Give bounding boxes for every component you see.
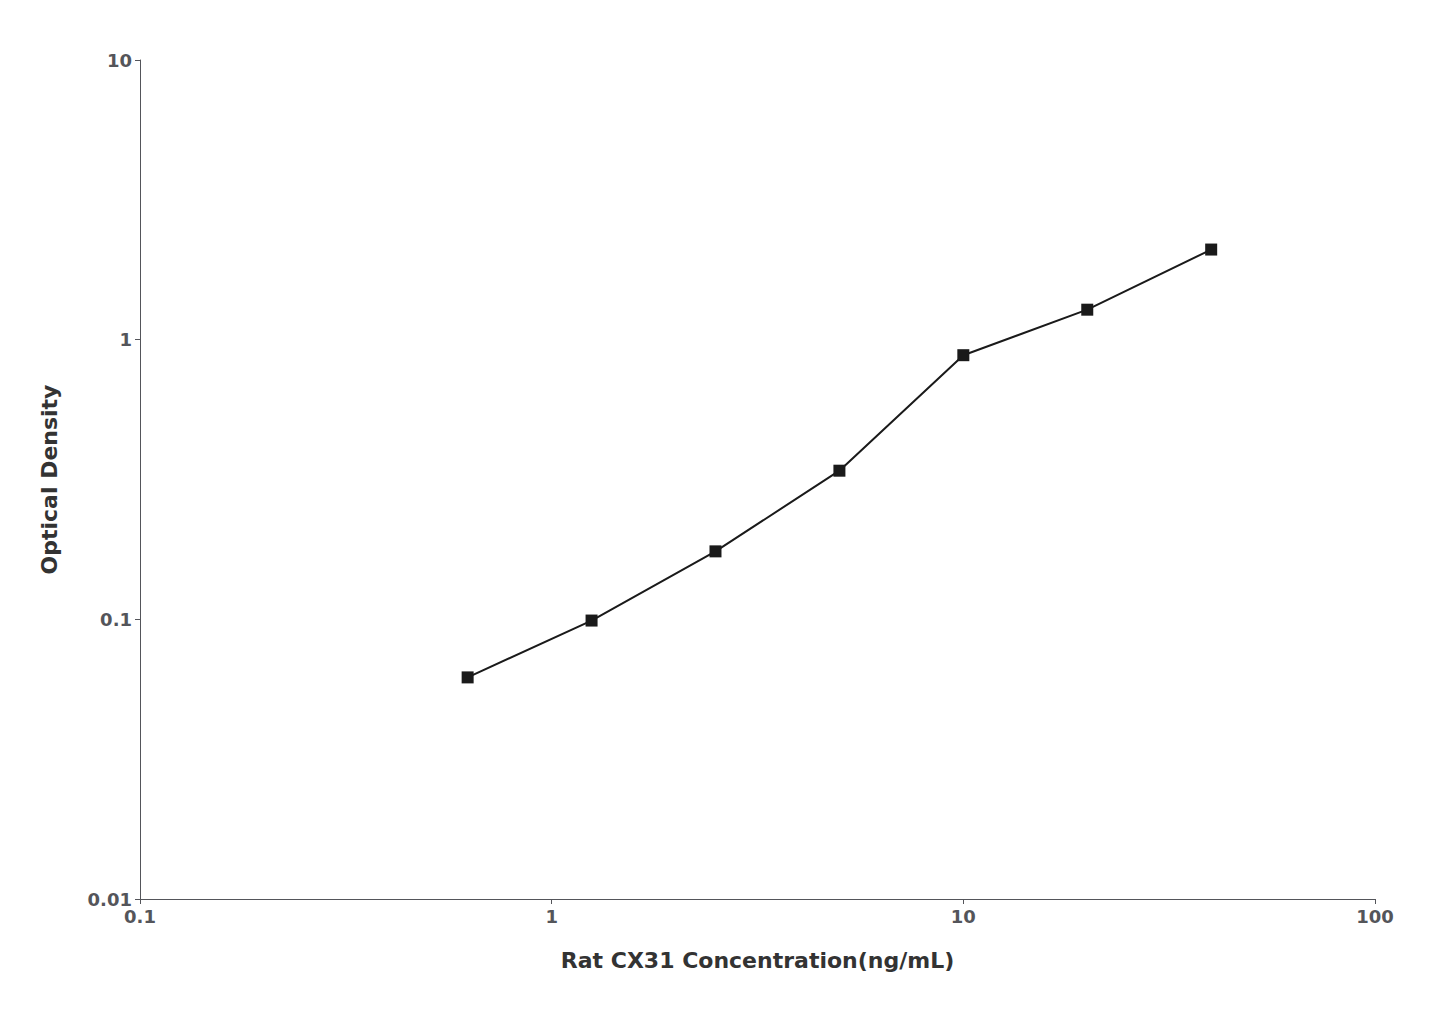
svg-text:100: 100 [1356, 906, 1394, 927]
svg-text:0.01: 0.01 [87, 888, 132, 910]
svg-text:1: 1 [545, 906, 558, 927]
svg-text:0.1: 0.1 [124, 906, 156, 927]
svg-text:10: 10 [107, 50, 132, 71]
svg-text:Rat CX31 Concentration(ng/mL): Rat CX31 Concentration(ng/mL) [561, 948, 954, 973]
svg-text:10: 10 [951, 906, 976, 927]
svg-text:Optical Density: Optical Density [37, 385, 62, 575]
svg-text:0.1: 0.1 [100, 609, 132, 630]
svg-text:1: 1 [119, 329, 132, 350]
